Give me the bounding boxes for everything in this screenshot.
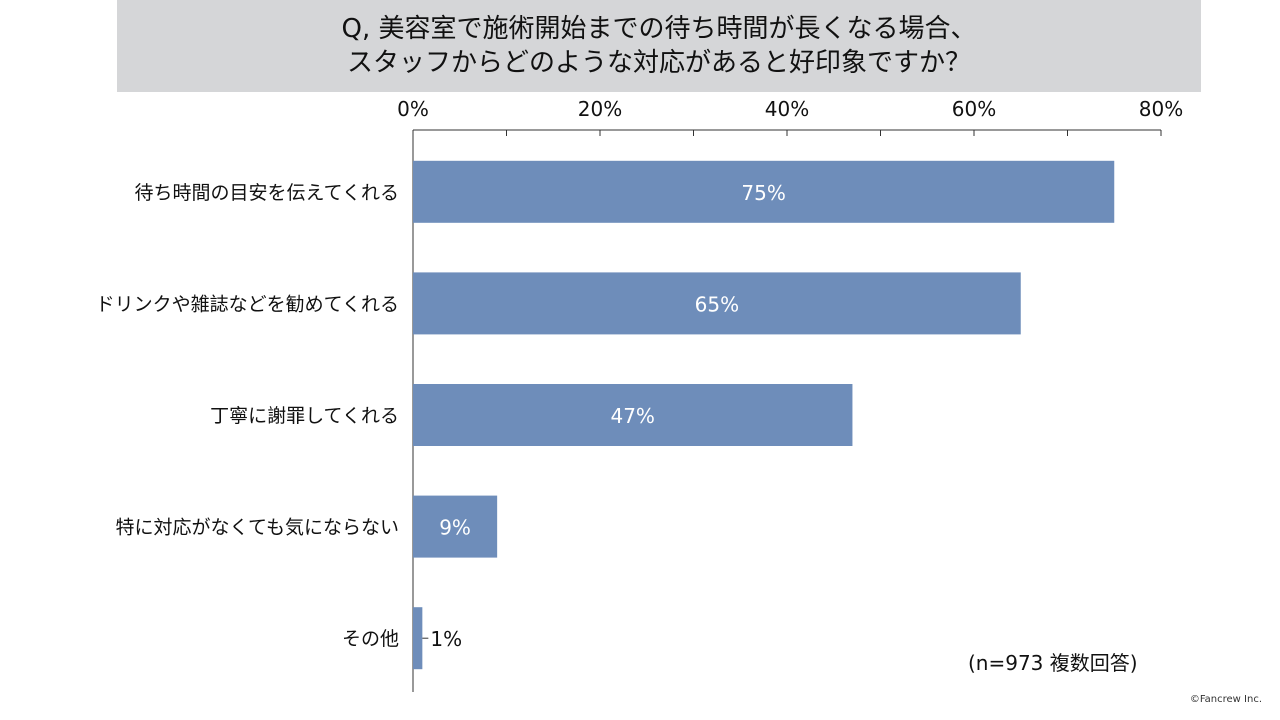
bar bbox=[413, 272, 1021, 335]
category-label: 待ち時間の目安を伝えてくれる bbox=[135, 182, 399, 204]
category-label: 丁寧に謝罪してくれる bbox=[210, 405, 399, 427]
category-label: その他 bbox=[342, 628, 399, 650]
category-label: 特に対応がなくても気にならない bbox=[116, 517, 399, 539]
sample-size-note: (n=973 複数回答) bbox=[968, 651, 1138, 675]
title-line-2: スタッフからどのような対応があると好印象ですか？ bbox=[346, 48, 971, 78]
bar bbox=[413, 607, 423, 670]
x-tick-label: 20% bbox=[578, 97, 622, 121]
data-label: 47% bbox=[610, 404, 654, 428]
data-label: 1% bbox=[430, 627, 462, 651]
title-banner: Q, 美容室で施術開始までの待ち時間が長くなる場合、 スタッフからどのような対応… bbox=[117, 0, 1201, 92]
title-line-1: Q, 美容室で施術開始までの待ち時間が長くなる場合、 bbox=[341, 14, 977, 44]
x-tick-label: 80% bbox=[1139, 97, 1183, 121]
data-label: 65% bbox=[695, 292, 739, 316]
x-tick-label: 40% bbox=[765, 97, 809, 121]
x-tick-label: 0% bbox=[397, 97, 429, 121]
data-label: 9% bbox=[439, 516, 471, 540]
bar bbox=[413, 160, 1115, 223]
data-label: 75% bbox=[741, 181, 785, 205]
bar bbox=[413, 384, 853, 446]
copyright-text: ©Fancrew Inc. bbox=[1189, 694, 1262, 705]
bar bbox=[413, 495, 498, 558]
x-tick-label: 60% bbox=[952, 97, 996, 121]
category-label: ドリンクや雑誌などを勧めてくれる bbox=[96, 293, 399, 315]
